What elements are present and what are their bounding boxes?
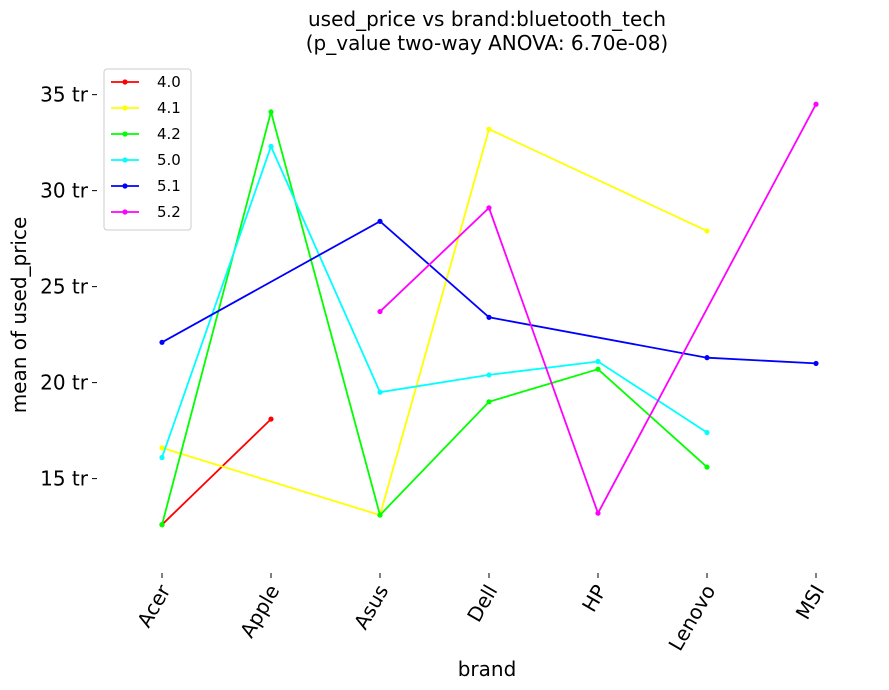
chart-title-line2: (p_value two-way ANOVA: 6.70e-08) — [306, 31, 668, 55]
data-point — [704, 228, 710, 234]
data-point — [486, 399, 492, 405]
data-point — [159, 445, 165, 451]
data-point — [595, 358, 601, 365]
data-point — [377, 308, 383, 315]
x-tick-label: Asus — [349, 581, 393, 634]
x-tick-label: Dell — [462, 581, 502, 627]
legend-label: 4.2 — [157, 125, 181, 143]
series-5.2 — [377, 101, 819, 516]
series-line — [379, 103, 817, 516]
y-tick-label: 15 tr — [40, 467, 89, 491]
data-point — [704, 355, 710, 361]
data-point — [268, 416, 274, 422]
legend: 4.0 4.1 4.2 5.0 5.1 5.2 — [103, 68, 192, 231]
series-line — [161, 144, 708, 458]
legend-label: 5.1 — [157, 177, 181, 195]
series-line — [161, 220, 817, 365]
legend-marker — [122, 209, 128, 215]
legend-item: 4.0 — [111, 73, 181, 91]
legend-item: 5.1 — [111, 177, 181, 195]
legend-marker — [122, 79, 128, 85]
legend-label: 4.1 — [157, 99, 181, 117]
y-tick-label: 35 tr — [40, 83, 89, 107]
data-point — [268, 109, 274, 115]
data-point — [704, 429, 710, 436]
series-4.2 — [159, 108, 710, 528]
legend-marker — [122, 131, 128, 137]
data-point — [159, 454, 165, 461]
data-point — [595, 510, 601, 516]
data-point — [377, 389, 383, 395]
legend-label: 5.0 — [157, 151, 181, 169]
chart-title-line1: used_price vs brand:bluetooth_tech — [308, 7, 666, 31]
legend-marker — [122, 183, 128, 189]
data-point — [595, 366, 601, 372]
series-5.1 — [159, 218, 819, 367]
legend-item: 5.2 — [111, 203, 181, 221]
x-tick-label: Apple — [235, 581, 284, 642]
x-tick-label: HP — [577, 581, 611, 616]
legend-item: 5.0 — [111, 151, 181, 169]
series-line — [161, 108, 708, 525]
legend-label: 4.0 — [157, 73, 181, 91]
x-tick-label: Acer — [132, 580, 176, 632]
legend-marker — [122, 157, 128, 163]
legend-marker — [122, 105, 128, 111]
data-point — [813, 101, 819, 107]
data-point — [377, 218, 383, 224]
x-tick-label: MSI — [791, 581, 830, 624]
data-point — [486, 205, 492, 211]
data-point — [159, 339, 165, 345]
x-axis-label: brand — [458, 657, 517, 681]
plot-area — [159, 101, 819, 528]
series-line — [161, 418, 272, 526]
y-axis: 15 tr 20 tr 25 tr 30 tr 35 tr — [40, 83, 97, 491]
x-tick-label: Lenovo — [663, 581, 720, 655]
series-5.0 — [159, 143, 710, 461]
data-point — [486, 372, 492, 378]
y-axis-label: mean of used_price — [7, 217, 31, 414]
y-tick-label: 25 tr — [40, 275, 89, 299]
y-tick-label: 30 tr — [40, 179, 89, 203]
data-point — [159, 522, 165, 528]
legend-item: 4.2 — [111, 125, 181, 143]
series-line — [161, 127, 708, 517]
data-point — [486, 314, 492, 320]
data-point — [486, 126, 492, 132]
data-point — [813, 360, 819, 367]
x-axis: Acer Apple Asus Dell HP Lenovo MSI — [132, 573, 829, 655]
data-point — [268, 143, 274, 150]
data-point — [704, 464, 710, 470]
legend-label: 5.2 — [157, 203, 181, 221]
legend-item: 4.1 — [111, 99, 181, 117]
y-tick-label: 20 tr — [40, 371, 89, 395]
data-point — [377, 512, 383, 518]
